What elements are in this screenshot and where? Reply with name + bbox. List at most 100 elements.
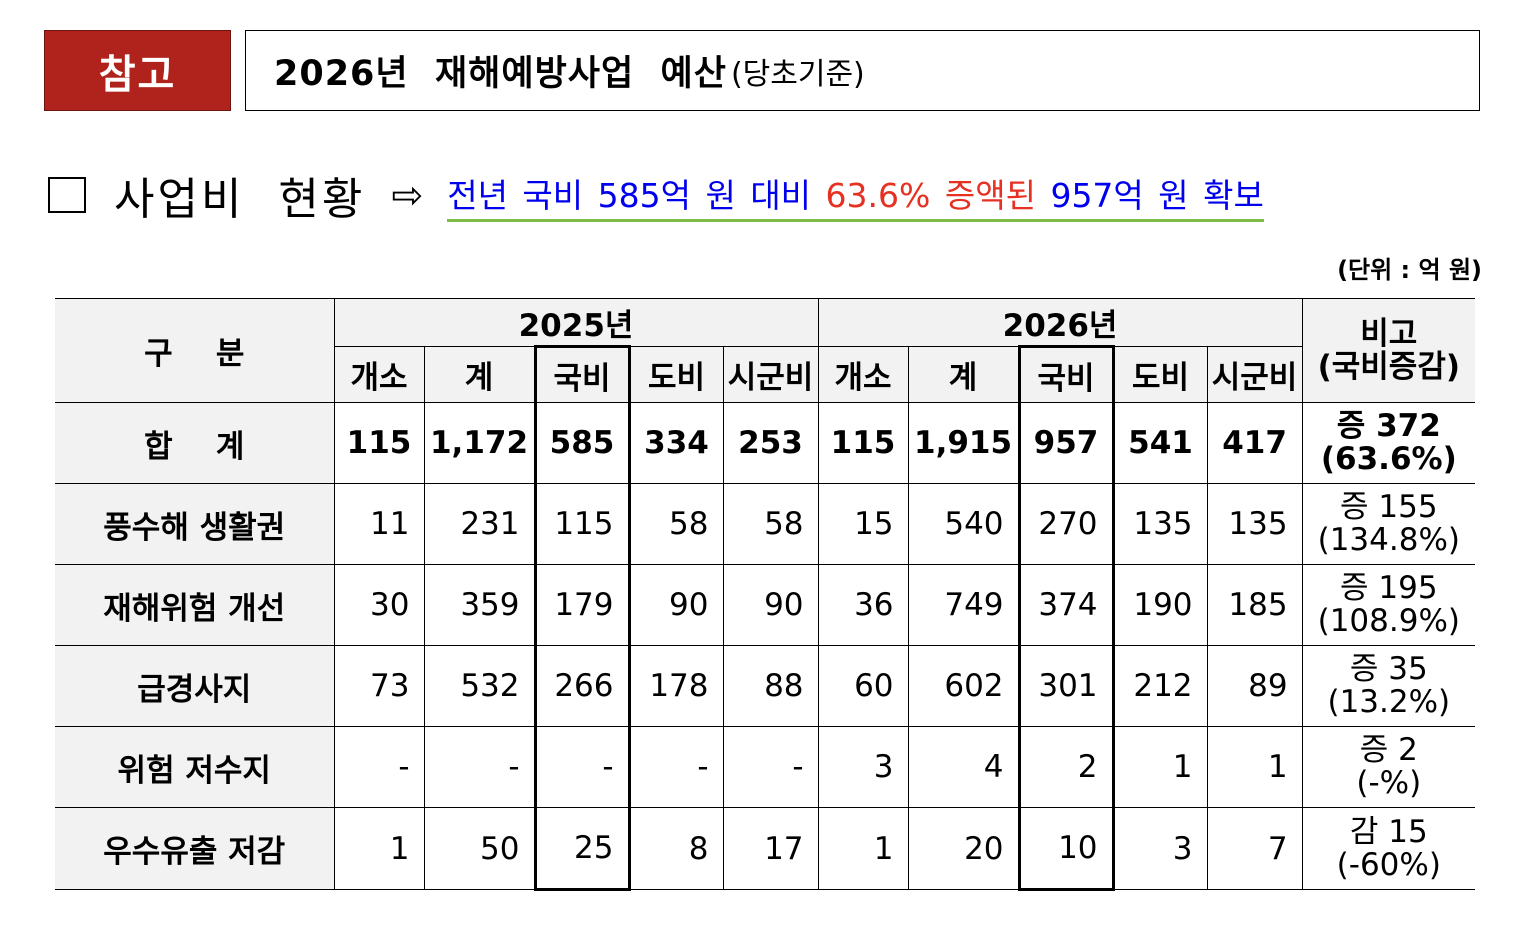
remark-cell: 증 35 (13.2%) bbox=[1301, 645, 1476, 727]
table-row: 합 계 115 1,172 585 334 253 115 1,915 957 541 417 증 3… bbox=[55, 402, 1476, 484]
remark-percent: (-%) bbox=[1356, 765, 1422, 801]
year-2025-header: 2025년 bbox=[333, 298, 819, 347]
remark-percent: (-60%) bbox=[1336, 846, 1441, 883]
table-cell: 1 bbox=[1112, 726, 1208, 808]
table-cell: 15 bbox=[817, 483, 909, 565]
row-label: 우수유출 저감 bbox=[55, 807, 335, 890]
table-cell: 115 bbox=[817, 402, 909, 484]
table-cell: 3 bbox=[1112, 807, 1208, 890]
table-cell: 532 bbox=[423, 645, 536, 727]
remark-percent: (13.2%) bbox=[1327, 684, 1451, 720]
reference-tag: 참고 bbox=[44, 30, 231, 111]
table-cell: 60 bbox=[817, 645, 909, 727]
table-cell: - bbox=[628, 726, 724, 808]
table-cell: 115 bbox=[333, 402, 425, 484]
table-cell: 334 bbox=[628, 402, 724, 484]
table-cell: 2 bbox=[1017, 726, 1115, 808]
table-cell: 1 bbox=[817, 807, 909, 890]
table-cell: 135 bbox=[1112, 483, 1208, 565]
table-cell: 17 bbox=[722, 807, 819, 890]
table-cell: 178 bbox=[628, 645, 724, 727]
highlight-part-a: 전년 국비 585억 원 대비 bbox=[447, 175, 826, 215]
table-cell: 231 bbox=[423, 483, 536, 565]
row-label: 풍수해 생활권 bbox=[55, 483, 335, 565]
row-label: 위험 저수지 bbox=[55, 726, 335, 808]
remark-change: 증 2 bbox=[1359, 732, 1418, 768]
remark-percent: (134.8%) bbox=[1317, 522, 1461, 558]
table-cell: 540 bbox=[907, 483, 1020, 565]
unit-label: (단위 : 억 원) bbox=[1337, 256, 1482, 284]
remark-change: 증 155 bbox=[1340, 489, 1438, 525]
table-cell: 73 bbox=[333, 645, 425, 727]
remark-cell: 증 155 (134.8%) bbox=[1301, 483, 1476, 565]
table-cell: 36 bbox=[817, 564, 909, 646]
table-cell: 212 bbox=[1112, 645, 1208, 727]
table-cell: 4 bbox=[907, 726, 1020, 808]
table-cell: 253 bbox=[722, 402, 819, 484]
sub-header-count: 개소 bbox=[334, 346, 425, 403]
year-2026-header: 2026년 bbox=[817, 298, 1303, 347]
table-cell: 374 bbox=[1017, 564, 1115, 646]
table-cell: 90 bbox=[722, 564, 819, 646]
table-cell: 266 bbox=[533, 645, 631, 727]
remark-cell: 증 2 (-%) bbox=[1301, 726, 1476, 808]
table-cell: - bbox=[333, 726, 425, 808]
row-label: 합 계 bbox=[55, 402, 335, 484]
budget-table: 구 분 2025년 2026년 비고 (국비증감) 개소 계 국비 도비 시군비… bbox=[55, 298, 1476, 891]
table-cell: 185 bbox=[1206, 564, 1303, 646]
remark-cell: 증 372 (63.6%) bbox=[1301, 402, 1476, 484]
table-row: 위험 저수지 - - - - -3 4 2 1 1 증 2 (-%) bbox=[55, 726, 1476, 808]
table-row: 재해위험 개선 30 359 179 90 90 36 749 374 190 185 증 195 (1… bbox=[55, 564, 1476, 646]
sub-header-provincial: 도비 bbox=[1112, 346, 1208, 403]
table-cell: - bbox=[722, 726, 819, 808]
header-row-2: 개소 계 국비 도비 시군비 개소 계 국비 도비 시군비 bbox=[55, 345, 1475, 403]
table-cell: 30 bbox=[333, 564, 425, 646]
table-cell: 190 bbox=[1112, 564, 1208, 646]
table-cell: 3 bbox=[817, 726, 909, 808]
table-cell: 585 bbox=[533, 402, 631, 484]
table-row: 급경사지 73 532 266 178 88 60 602 301 212 89 증 35 (13.2%… bbox=[55, 645, 1476, 727]
table-cell: 1 bbox=[1206, 726, 1303, 808]
table-cell: 115 bbox=[533, 483, 631, 565]
remark-header-line1: 비고 bbox=[1360, 315, 1418, 352]
table-cell: 602 bbox=[907, 645, 1020, 727]
table-cell: 10 bbox=[1017, 807, 1115, 891]
table-row: 풍수해 생활권 11 231 115 58 58 15 540 270 135 135 증 155 (1… bbox=[55, 483, 1476, 565]
table-cell: 50 bbox=[423, 807, 536, 890]
remark-header-line2: (국비증감) bbox=[1317, 348, 1461, 385]
table-cell: 11 bbox=[333, 483, 425, 565]
table-cell: - bbox=[423, 726, 536, 808]
sub-header-provincial: 도비 bbox=[628, 346, 724, 403]
sub-header-municipal: 시군비 bbox=[1206, 346, 1303, 403]
page-title-sub: (당초기준) bbox=[730, 56, 865, 92]
table-cell: 359 bbox=[423, 564, 536, 646]
section-heading: 사업비 현황 ⇨ 전년 국비 585억 원 대비 63.6% 증액된 957억 … bbox=[48, 160, 1488, 230]
sub-header-national: 국비 bbox=[1017, 345, 1115, 403]
table-cell: 89 bbox=[1206, 645, 1303, 727]
sub-header-national: 국비 bbox=[533, 345, 631, 403]
sub-header-total: 계 bbox=[907, 346, 1020, 403]
table-cell: 135 bbox=[1206, 483, 1303, 565]
table-cell: 417 bbox=[1206, 402, 1303, 484]
table-cell: 957 bbox=[1017, 402, 1115, 484]
table-cell: 1 bbox=[333, 807, 425, 890]
table-cell: 88 bbox=[722, 645, 819, 727]
page-title: 2026년 재해예방사업 예산 bbox=[274, 54, 727, 94]
table-cell: - bbox=[533, 726, 631, 808]
remark-percent: (108.9%) bbox=[1317, 603, 1461, 639]
section-highlight: 전년 국비 585억 원 대비 63.6% 증액된 957억 원 확보 bbox=[447, 169, 1264, 222]
table-cell: 179 bbox=[533, 564, 631, 646]
remark-change: 증 35 bbox=[1349, 651, 1428, 687]
arrow-right-icon: ⇨ bbox=[391, 173, 424, 217]
table-cell: 541 bbox=[1112, 402, 1208, 484]
header-row-1: 구 분 2025년 2026년 비고 (국비증감) bbox=[55, 298, 1476, 403]
row-label: 급경사지 bbox=[55, 645, 335, 727]
table-cell: 1,172 bbox=[423, 402, 536, 484]
table-cell: 20 bbox=[907, 807, 1020, 890]
row-label: 재해위험 개선 bbox=[55, 564, 335, 646]
highlight-part-c: 957억 원 확보 bbox=[1035, 175, 1264, 215]
table-cell: 749 bbox=[907, 564, 1020, 646]
table-cell: 301 bbox=[1017, 645, 1115, 727]
table-cell: 8 bbox=[628, 807, 724, 890]
highlight-part-b: 63.6% 증액된 bbox=[825, 175, 1036, 215]
